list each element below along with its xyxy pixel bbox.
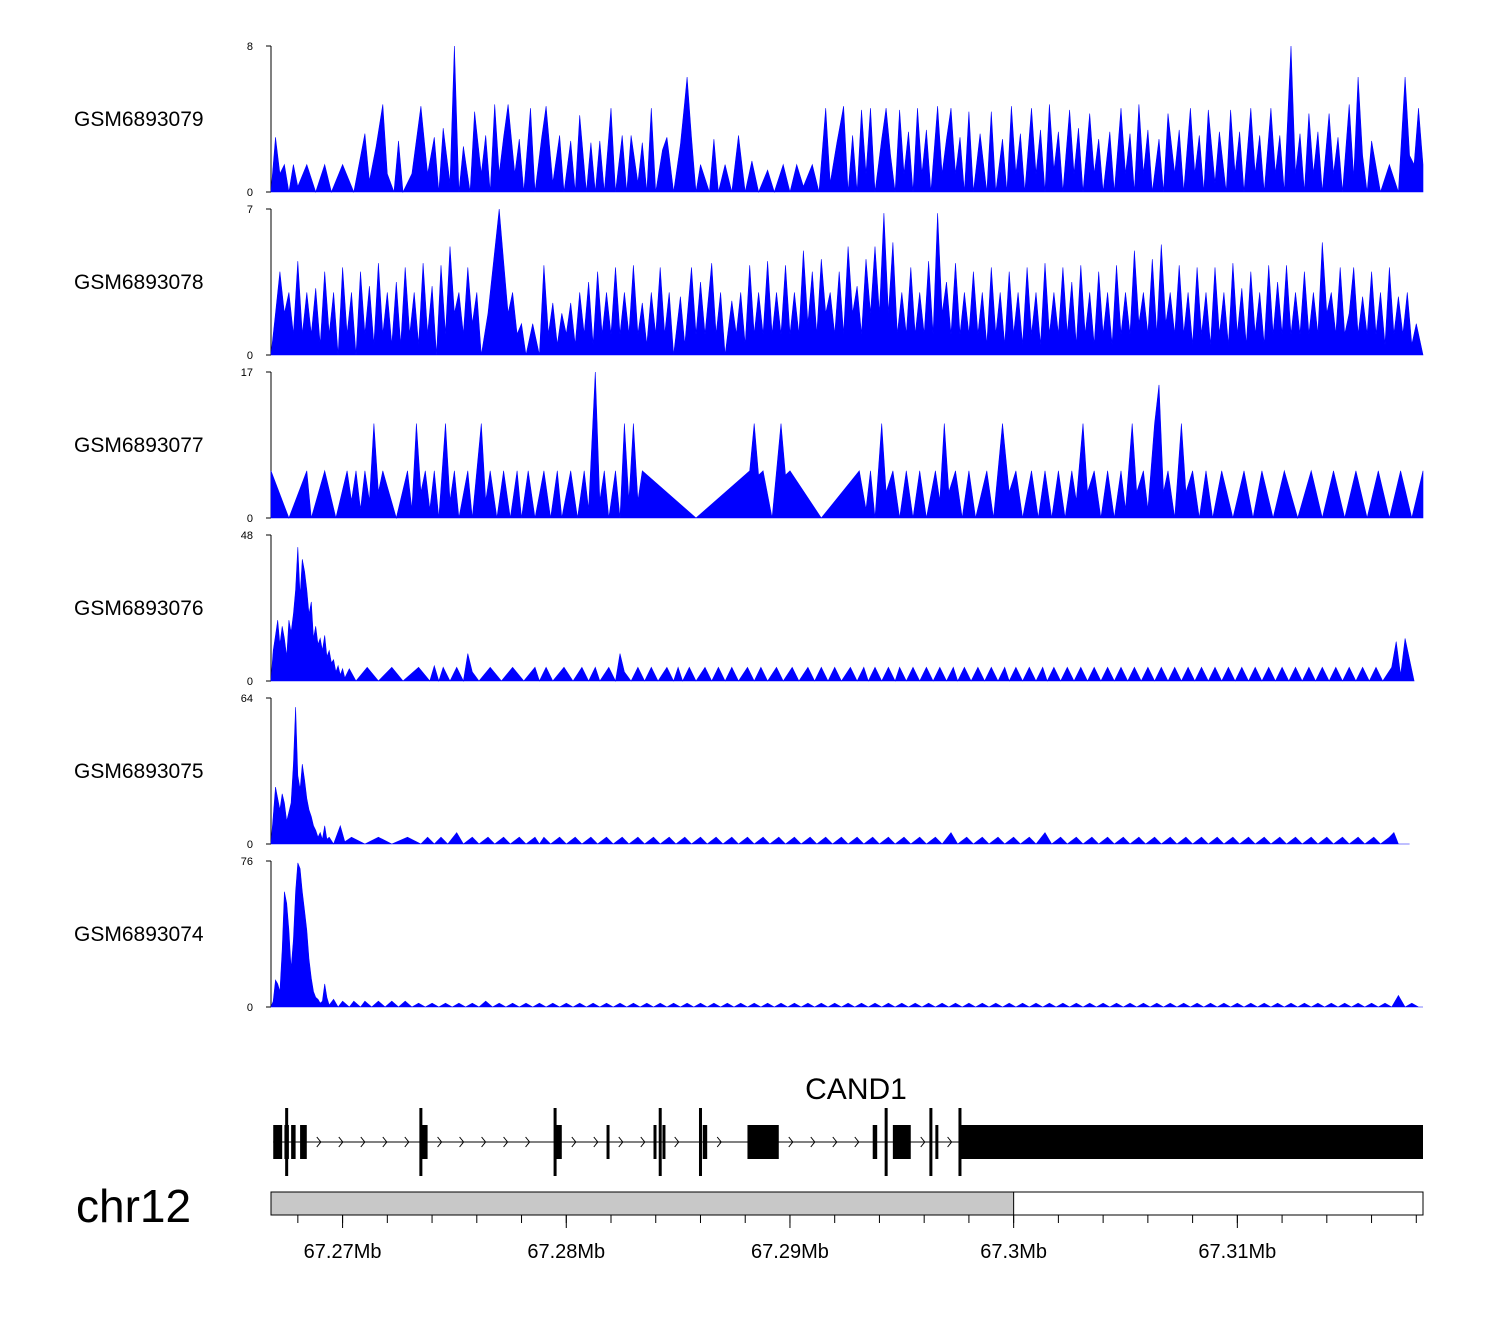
exon-6	[555, 1125, 562, 1159]
track-label: GSM6893078	[74, 271, 204, 294]
exon-4	[300, 1125, 307, 1159]
exon-8	[653, 1125, 657, 1159]
track-GSM6893078: GSM6893078 7 0	[74, 204, 1424, 362]
exon-3	[291, 1125, 296, 1159]
strand-arrow	[788, 1136, 794, 1148]
strand-arrow	[832, 1136, 838, 1148]
coverage-area	[270, 45, 1424, 194]
track-label: GSM6893079	[74, 108, 204, 131]
exon-7	[606, 1125, 610, 1159]
y-min-label: 0	[247, 350, 253, 362]
axis-tick-label: 67.28Mb	[527, 1241, 605, 1263]
strand-arrow	[404, 1136, 410, 1148]
strand-arrow	[503, 1136, 509, 1148]
gene-annotation-track: CAND1	[273, 1073, 1423, 1176]
strand-arrow	[640, 1136, 646, 1148]
exon-10	[702, 1125, 708, 1159]
chromosome-axis: chr12 67.27Mb 67.28Mb 67.29Mb 67.3Mb 67.31Mb	[76, 1180, 1424, 1263]
strand-arrow	[481, 1136, 487, 1148]
coverage-area	[270, 547, 1415, 683]
gene-name-label: CAND1	[805, 1073, 907, 1106]
track-GSM6893074: GSM6893074 76 0	[74, 856, 1423, 1014]
chromosome-label: chr12	[76, 1180, 191, 1232]
exon-marker-8	[958, 1108, 962, 1176]
strand-arrow	[674, 1136, 680, 1148]
exon-marker-5	[698, 1108, 702, 1176]
exon-marker-7	[929, 1108, 933, 1176]
track-label: GSM6893077	[74, 434, 204, 457]
track-label: GSM6893076	[74, 597, 204, 620]
y-max-label: 64	[241, 693, 253, 705]
track-GSM6893077: GSM6893077 17 0	[74, 367, 1424, 525]
exon-13	[892, 1125, 911, 1159]
exon-marker-6	[884, 1108, 888, 1176]
strand-arrow	[920, 1136, 926, 1148]
strand-arrow	[316, 1136, 322, 1148]
strand-arrow	[525, 1136, 531, 1148]
strand-arrow	[459, 1136, 465, 1148]
track-label: GSM6893074	[74, 923, 204, 946]
track-GSM6893076: GSM6893076 48 0	[74, 530, 1415, 688]
y-min-label: 0	[247, 187, 253, 199]
coverage-area	[270, 707, 1410, 845]
y-min-label: 0	[247, 676, 253, 688]
strand-arrow	[716, 1136, 722, 1148]
exon-15	[959, 1125, 1423, 1159]
exon-marker-4	[658, 1108, 662, 1176]
y-max-label: 7	[247, 204, 253, 216]
exon-1	[273, 1125, 283, 1159]
coverage-tracks: GSM689307980GSM689307870GSM6893077170GSM…	[74, 41, 1424, 1014]
strand-arrow	[854, 1136, 860, 1148]
axis-tick-label: 67.27Mb	[304, 1241, 382, 1263]
strand-arrow	[618, 1136, 624, 1148]
highlight-region	[270, 1191, 1015, 1216]
exon-5	[420, 1125, 428, 1159]
strand-arrow	[810, 1136, 816, 1148]
y-max-label: 17	[241, 367, 253, 379]
exon-marker-2	[419, 1108, 423, 1176]
gene-model	[273, 1108, 1423, 1176]
axis-tick-label: 67.31Mb	[1198, 1241, 1276, 1263]
strand-arrow	[437, 1136, 443, 1148]
track-GSM6893079: GSM6893079 8 0	[74, 41, 1424, 199]
exon-marker-3	[553, 1108, 557, 1176]
strand-arrow	[382, 1136, 388, 1148]
y-min-label: 0	[247, 513, 253, 525]
exon-9	[662, 1125, 666, 1159]
strand-arrow	[947, 1136, 953, 1148]
strand-arrow	[571, 1136, 577, 1148]
strand-arrow	[338, 1136, 344, 1148]
y-max-label: 8	[247, 41, 253, 53]
coverage-area	[270, 862, 1423, 1008]
track-GSM6893075: GSM6893075 64 0	[74, 693, 1410, 851]
coverage-area	[270, 208, 1424, 356]
y-max-label: 48	[241, 530, 253, 542]
strand-arrow	[593, 1136, 599, 1148]
track-label: GSM6893075	[74, 760, 204, 783]
exon-12	[872, 1125, 878, 1159]
y-min-label: 0	[247, 839, 253, 851]
strand-arrow	[360, 1136, 366, 1148]
axis-tick-label: 67.29Mb	[751, 1241, 829, 1263]
axis-tick-label: 67.3Mb	[980, 1241, 1047, 1263]
exon-marker-1	[285, 1108, 289, 1176]
genome-axis: 67.27Mb 67.28Mb 67.29Mb 67.3Mb 67.31Mb	[270, 1191, 1424, 1263]
exon-14	[935, 1125, 939, 1159]
coverage-area	[270, 371, 1424, 520]
y-min-label: 0	[247, 1002, 253, 1014]
y-max-label: 76	[241, 856, 253, 868]
exon-11	[747, 1125, 779, 1159]
